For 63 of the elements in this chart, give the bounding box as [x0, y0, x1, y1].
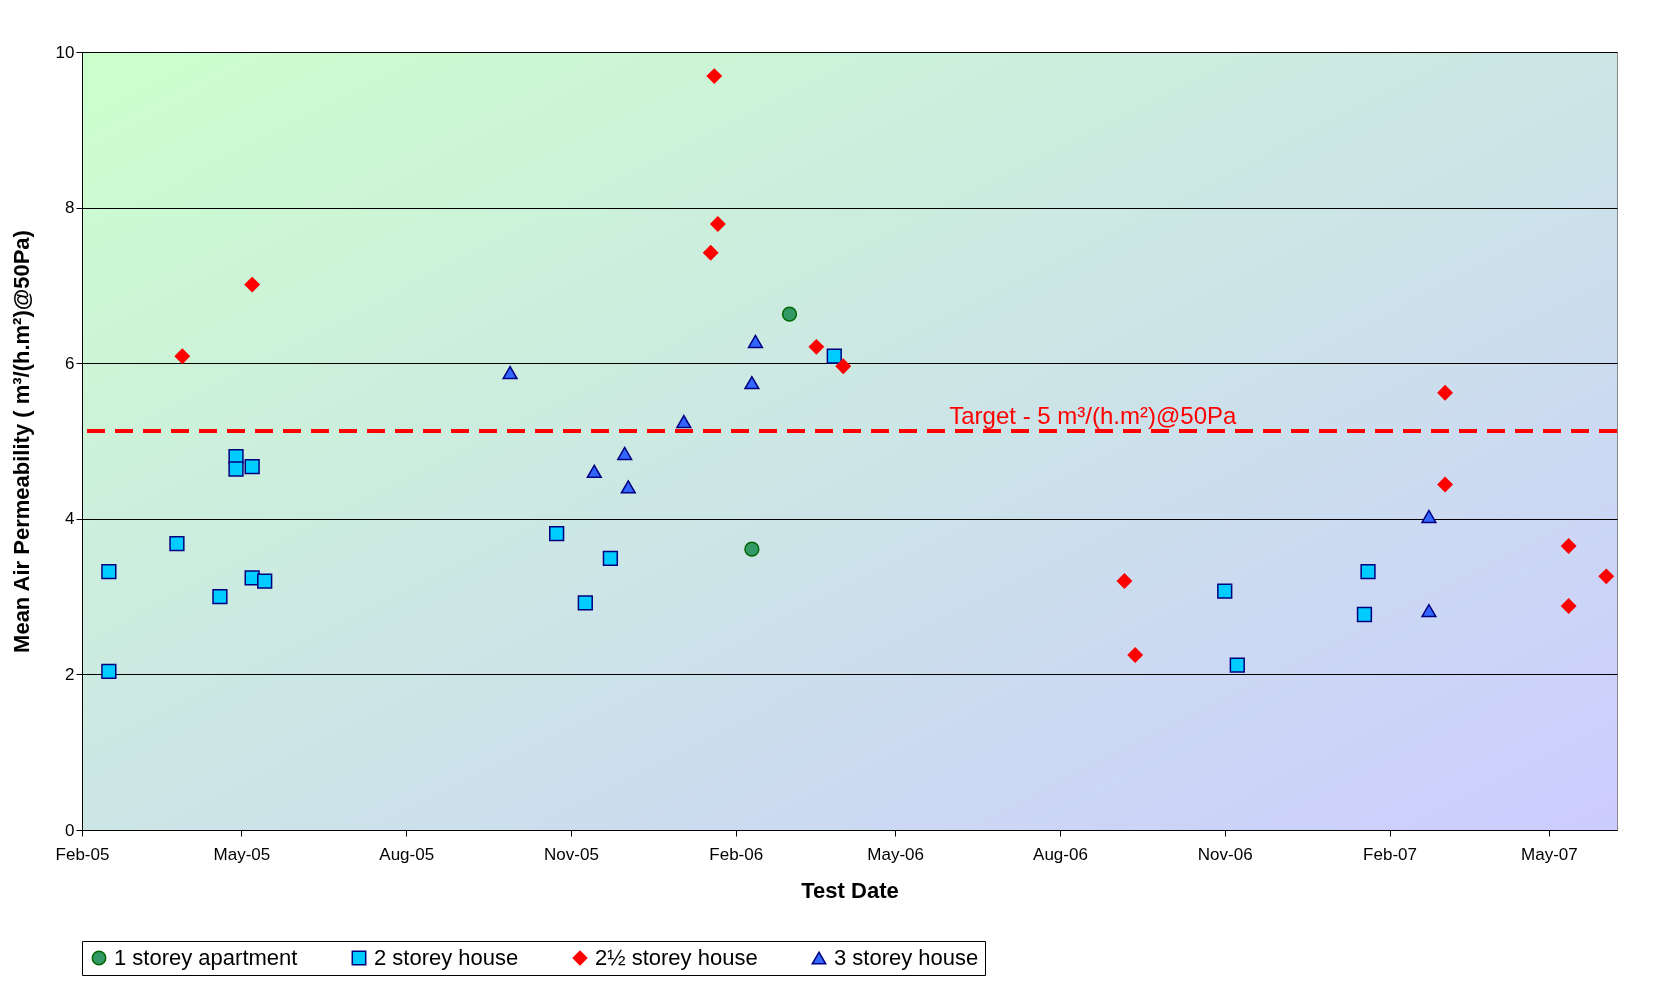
x-tick-label: Aug-05: [379, 844, 435, 864]
point: [169, 536, 185, 552]
point: [1561, 598, 1577, 614]
point: [1421, 603, 1437, 618]
point: [101, 564, 117, 580]
point: [781, 306, 798, 322]
point: [101, 663, 117, 679]
point: [808, 339, 825, 355]
x-tick-label: Feb-06: [709, 844, 764, 864]
x-tick-label: May-06: [867, 844, 925, 864]
point: [257, 573, 273, 589]
point: [1127, 647, 1143, 663]
point: [228, 461, 244, 477]
legend-label: 2½ storey house: [595, 945, 758, 970]
ref-line-label: Target - 5 m³/(h.m²)@50Pa: [949, 401, 1238, 429]
point: [244, 459, 260, 475]
point: [1217, 583, 1233, 599]
point: [747, 334, 764, 349]
x-tick-label: Aug-06: [1033, 844, 1088, 864]
point: [1598, 568, 1614, 585]
point: [826, 348, 842, 364]
point: [1437, 476, 1453, 493]
point: [577, 595, 593, 611]
point: [1421, 509, 1437, 524]
x-tick-label: Nov-05: [544, 844, 599, 864]
point: [1229, 657, 1245, 673]
point: [212, 588, 228, 605]
x-tick-label: May-05: [213, 844, 271, 864]
point: [586, 464, 602, 479]
y-tick-label: 10: [55, 42, 75, 62]
y-tick-label: 2: [65, 664, 75, 684]
point: [549, 525, 565, 542]
y-tick-label: 0: [65, 820, 75, 840]
point: [1116, 573, 1133, 589]
point: [710, 216, 726, 232]
point: [602, 550, 619, 567]
point: [1360, 564, 1376, 580]
point: [835, 358, 851, 374]
y-tick-label: 6: [65, 353, 75, 373]
point: [620, 480, 636, 494]
point: [703, 245, 719, 261]
x-tick-label: Feb-07: [1363, 844, 1417, 864]
legend-label: 1 storey apartment: [114, 945, 298, 970]
y-axis-title: Mean Air Permeability ( m³/(h.m²)@50Pa): [8, 230, 34, 653]
x-tick-label: Feb-05: [55, 844, 110, 864]
point: [617, 446, 633, 461]
point: [1561, 538, 1577, 554]
x-tick-label: May-07: [1521, 844, 1578, 864]
point: [676, 414, 692, 429]
x-axis-title: Test Date: [801, 877, 899, 903]
point: [502, 365, 518, 380]
point: [1356, 606, 1373, 623]
point: [744, 375, 760, 390]
point: [706, 68, 722, 84]
point: [244, 276, 260, 293]
legend-label: 2 storey house: [374, 945, 519, 970]
point: [174, 348, 190, 364]
x-tick-label: Nov-06: [1197, 844, 1253, 864]
y-tick-label: 8: [65, 198, 75, 218]
point: [744, 541, 760, 557]
point: [1437, 385, 1453, 401]
legend-label: 3 storey house: [834, 945, 979, 970]
y-tick-label: 4: [65, 509, 75, 529]
